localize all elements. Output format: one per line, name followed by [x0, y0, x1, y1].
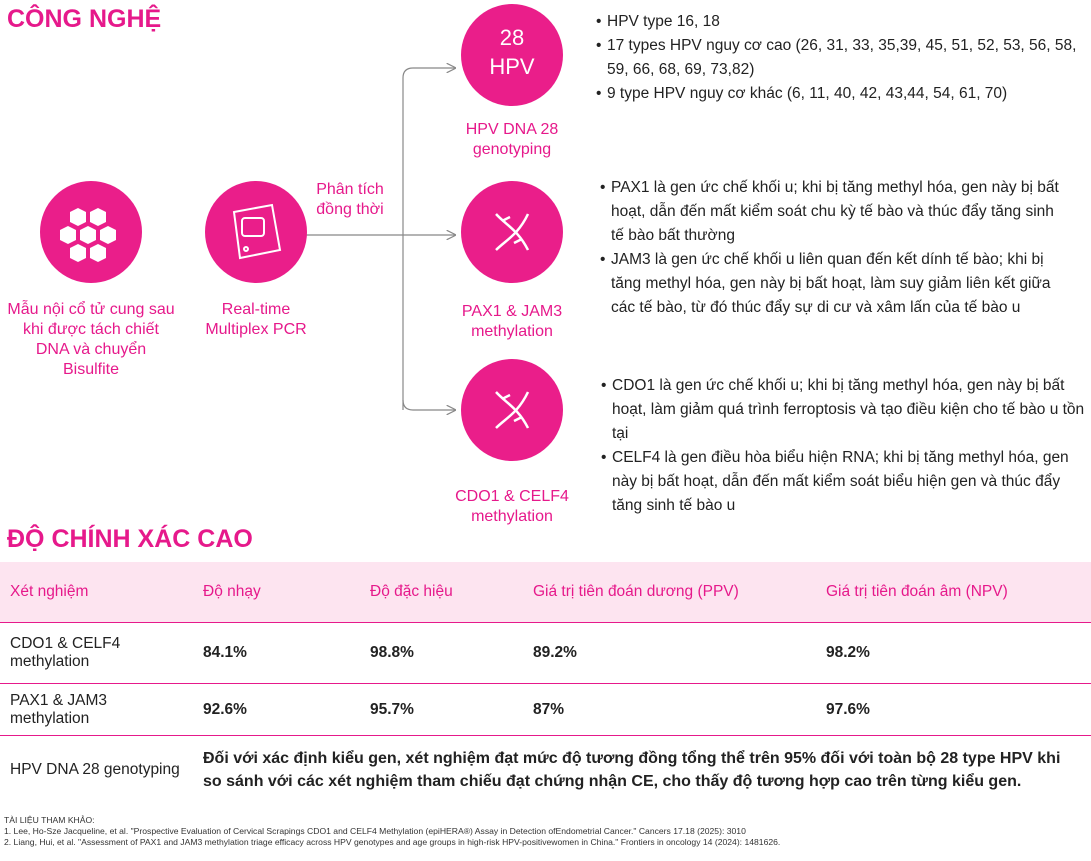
bullet: PAX1 là gen ức chế khối u; khi bị tăng m…: [597, 176, 1062, 248]
cell: PAX1 & JAM3 methylation: [0, 683, 193, 736]
cell: CDO1 & CELF4 methylation: [0, 622, 193, 684]
bullet: 9 type HPV nguy cơ khác (6, 11, 40, 42, …: [593, 82, 1088, 106]
cell: HPV DNA 28 genotyping: [0, 735, 193, 804]
bullet: CELF4 là gen điều hòa biểu hiện RNA; khi…: [598, 446, 1090, 518]
col-header: Giá trị tiên đoán dương (PPV): [523, 562, 816, 623]
cell: 87%: [523, 683, 816, 736]
references: TÀI LIỆU THAM KHẢO: 1. Lee, Ho-Sze Jacqu…: [4, 815, 1089, 848]
node-label: HPV DNA 28 genotyping: [465, 121, 559, 158]
node-label: PAX1 & JAM3 methylation: [461, 303, 563, 340]
col-header: Độ đặc hiệu: [360, 562, 523, 623]
col-header: Độ nhạy: [193, 562, 360, 623]
cell: 97.6%: [816, 683, 1091, 736]
bullet-list: HPV type 16, 18 17 types HPV nguy cơ cao…: [593, 10, 1088, 106]
cell: 98.8%: [360, 622, 523, 684]
cell: Đối với xác định kiểu gen, xét nghiệm đạ…: [193, 735, 1091, 804]
flow-label: Phân tích đồng thời: [316, 181, 384, 218]
node-label: Real-time Multiplex PCR: [205, 301, 307, 338]
cell: 98.2%: [816, 622, 1091, 684]
ref-item: 2. Liang, Hui, et al. "Assessment of PAX…: [4, 837, 781, 847]
icon-text: 28: [500, 25, 524, 50]
ref-item: 1. Lee, Ho-Sze Jacqueline, et al. "Prosp…: [4, 826, 746, 836]
bullet-list: CDO1 là gen ức chế khối u; khi bị tăng m…: [598, 374, 1090, 518]
col-header: Giá trị tiên đoán âm (NPV): [816, 562, 1091, 623]
cell: 92.6%: [193, 683, 360, 736]
bullet: 17 types HPV nguy cơ cao (26, 31, 33, 35…: [593, 34, 1088, 82]
ref-title: TÀI LIỆU THAM KHẢO:: [4, 815, 95, 825]
col-header: Xét nghiệm: [0, 562, 193, 623]
icon-text: HPV: [489, 54, 535, 79]
diagram: 28 HPV: [40, 4, 563, 461]
accuracy-table: Xét nghiệm Độ nhạy Độ đặc hiệu Giá trị tiên…: [0, 562, 1091, 804]
node-label: CDO1 & CELF4 methylation: [455, 488, 569, 525]
bullet: JAM3 là gen ức chế khối u liên quan đến …: [597, 248, 1062, 320]
section-title: CÔNG NGHỆ: [7, 5, 162, 33]
node-label: Mẫu nội cổ tử cung sau khi được tách chi…: [7, 301, 175, 378]
cell: 89.2%: [523, 622, 816, 684]
cell: 95.7%: [360, 683, 523, 736]
cell: 84.1%: [193, 622, 360, 684]
bullet: CDO1 là gen ức chế khối u; khi bị tăng m…: [598, 374, 1090, 446]
section-title: ĐỘ CHÍNH XÁC CAO: [7, 525, 253, 553]
bullet: HPV type 16, 18: [593, 10, 1088, 34]
bullet-list: PAX1 là gen ức chế khối u; khi bị tăng m…: [597, 176, 1062, 320]
